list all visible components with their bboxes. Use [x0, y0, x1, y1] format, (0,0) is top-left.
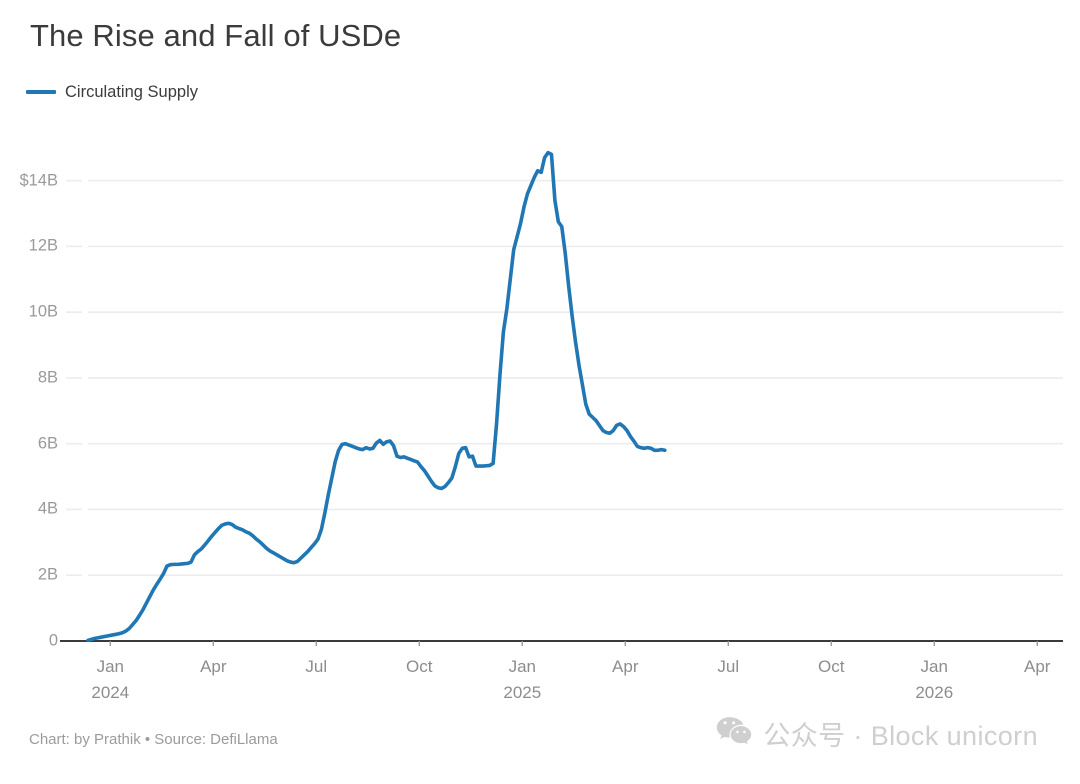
y-axis-tick-label: 8B [37, 368, 58, 387]
wechat-icon [716, 716, 752, 751]
watermark-text: 公众号 · Block unicorn [763, 721, 1038, 751]
x-tick-year: 2024 [91, 683, 130, 703]
x-tick-month: Apr [612, 657, 639, 676]
x-axis-tick-label: Apr [200, 654, 226, 680]
x-tick-month: Jul [717, 657, 740, 676]
x-tick-month: Jul [305, 657, 328, 676]
watermark: 公众号 · Block unicorn [716, 714, 1038, 753]
series-line-0 [86, 150, 667, 643]
x-tick-year: 2025 [503, 683, 542, 703]
x-tick-month: Jan [920, 657, 948, 676]
x-axis-tick-label: Jan 2026 [915, 654, 953, 707]
legend-item-label: Circulating Supply [65, 82, 198, 101]
x-axis-tick-label: Jul [305, 654, 327, 680]
x-tick-month: Oct [818, 657, 845, 676]
x-tick-year: 2026 [915, 683, 954, 703]
x-axis-tick-label: Oct [818, 654, 844, 680]
x-tick-month: Apr [1024, 657, 1051, 676]
y-axis-tick-label: 0 [48, 631, 58, 650]
x-axis-tick-label: Jan 2025 [503, 654, 541, 707]
x-axis-tick-label: Jan 2024 [91, 654, 129, 707]
x-tick-month: Apr [200, 657, 227, 676]
y-axis-tick-label: 10B [28, 302, 58, 321]
x-axis-tick-label: Apr [1024, 654, 1050, 680]
x-tick-month: Oct [406, 657, 433, 676]
chart-credit: Chart: by Prathik • Source: DefiLlama [29, 731, 278, 748]
page-title: The Rise and Fall of USDe [30, 18, 402, 53]
y-axis-tick-label: 12B [28, 236, 58, 255]
y-axis-tick-label: 4B [37, 499, 58, 518]
x-axis-tick-label: Oct [406, 654, 432, 680]
x-tick-month: Jan [508, 657, 536, 676]
chart-legend: Circulating Supply [26, 82, 198, 102]
x-tick-month: Jan [96, 657, 125, 676]
x-axis-tick-label: Jul [717, 654, 739, 680]
legend-color-swatch [26, 90, 56, 94]
y-axis-tick-label: $14B [19, 171, 58, 190]
x-axis-tick-label: Apr [612, 654, 638, 680]
y-axis-tick-label: 2B [37, 565, 58, 584]
y-axis-tick-label: 6B [37, 434, 58, 453]
